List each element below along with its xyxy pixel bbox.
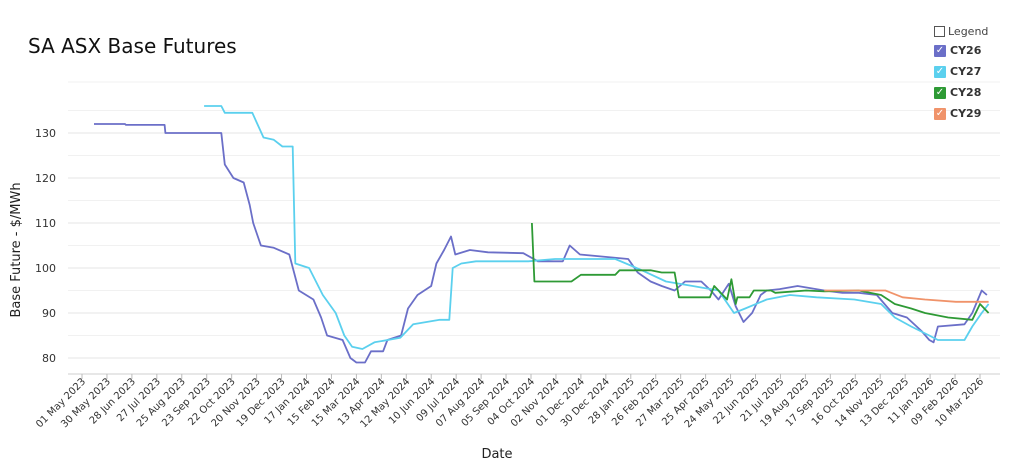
- legend-item-label: CY29: [950, 107, 982, 120]
- x-axis-label: Date: [481, 447, 512, 462]
- series-line-cy27: [204, 105, 990, 350]
- legend-item-label: CY27: [950, 65, 982, 78]
- legend-title: Legend: [948, 25, 989, 38]
- y-tick-label: 130: [35, 127, 56, 140]
- legend-item-label: CY28: [950, 86, 982, 99]
- series-line-cy26: [94, 123, 988, 364]
- series-line-cy29: [824, 289, 989, 303]
- checkbox-checked-icon[interactable]: ✓: [934, 65, 946, 78]
- legend: Legend ✓ CY26 ✓ CY27 ✓ CY28 ✓ CY29: [934, 23, 988, 124]
- y-tick-label: 110: [35, 217, 56, 230]
- y-axis-label: Base Future - $/MWh: [9, 182, 24, 317]
- checkbox-checked-icon[interactable]: ✓: [934, 107, 946, 120]
- y-tick-label: 90: [42, 307, 56, 320]
- y-tick-label: 120: [35, 172, 56, 185]
- legend-item-label: CY26: [950, 44, 982, 57]
- legend-item-cy27[interactable]: ✓ CY27: [934, 61, 988, 82]
- legend-item-cy26[interactable]: ✓ CY26: [934, 40, 988, 61]
- y-tick-label: 80: [42, 352, 56, 365]
- grid-lines: [68, 81, 1000, 375]
- checkbox-checked-icon[interactable]: ✓: [934, 86, 946, 99]
- y-tick-label: 100: [35, 262, 56, 275]
- series-line-cy28: [531, 222, 990, 321]
- chart-title: SA ASX Base Futures: [28, 34, 237, 58]
- legend-header: Legend: [934, 23, 988, 40]
- checkbox-checked-icon[interactable]: ✓: [934, 44, 946, 57]
- legend-item-cy28[interactable]: ✓ CY28: [934, 82, 988, 103]
- legend-item-cy29[interactable]: ✓ CY29: [934, 103, 988, 124]
- series-lines: [94, 105, 990, 364]
- y-axis-ticks: 80 90 100 110 120 130: [35, 127, 56, 365]
- legend-box-icon: [934, 26, 945, 37]
